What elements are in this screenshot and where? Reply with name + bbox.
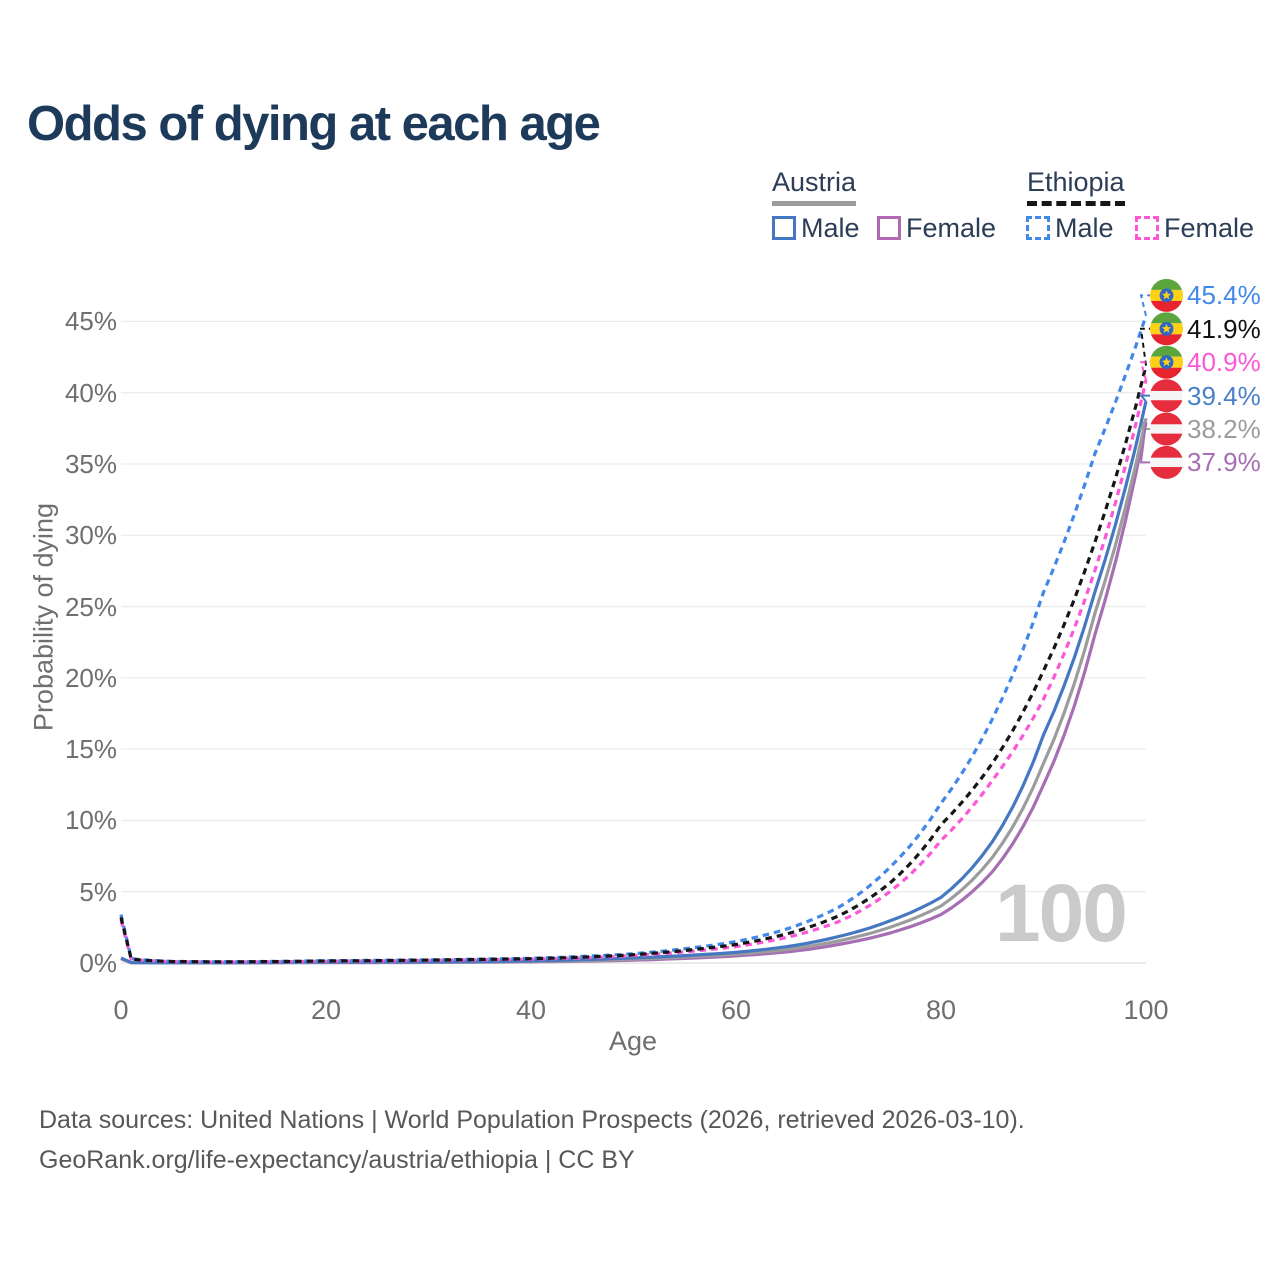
curve-ethiopia-all[interactable] bbox=[119, 365, 1148, 964]
x-tick-label: 80 bbox=[925, 995, 957, 1025]
ethiopia-flag-icon bbox=[1150, 312, 1183, 346]
legend-item-ethiopia-male[interactable]: Male bbox=[1026, 213, 1114, 243]
austria-flag-icon bbox=[1150, 412, 1183, 446]
x-tick-label: 40 bbox=[515, 995, 547, 1025]
y-tick-label: 5% bbox=[79, 876, 117, 907]
legend-item-ethiopia-female[interactable]: Female bbox=[1135, 213, 1254, 243]
end-label-austria-male: 39.4% bbox=[1187, 380, 1261, 411]
end-label-austria-female: 37.9% bbox=[1187, 447, 1261, 478]
y-tick-label: 25% bbox=[64, 591, 117, 622]
legend-item-austria-female[interactable]: Female bbox=[877, 213, 996, 243]
age-watermark: 100 bbox=[995, 868, 1128, 959]
x-axis-title: Age bbox=[608, 1026, 658, 1056]
austria-flag-icon bbox=[1150, 445, 1183, 479]
austria-female-swatch-icon bbox=[877, 216, 901, 240]
y-tick-label: 15% bbox=[64, 734, 117, 765]
legend-label: Male bbox=[1055, 212, 1114, 243]
x-tick-label: 60 bbox=[720, 995, 752, 1025]
y-tick-label: 30% bbox=[64, 520, 117, 551]
legend-group-ethiopia[interactable]: Ethiopia bbox=[1027, 167, 1125, 206]
legend-label: Female bbox=[1164, 212, 1255, 243]
x-tick-label: 20 bbox=[310, 995, 342, 1025]
ethiopia-flag-icon bbox=[1150, 278, 1183, 312]
chart-title: Odds of dying at each age bbox=[27, 97, 601, 151]
leader-line-ethiopia-female bbox=[1139, 361, 1153, 381]
end-label-ethiopia-all: 41.9% bbox=[1187, 313, 1261, 344]
legend-item-austria-male[interactable]: Male bbox=[772, 213, 860, 243]
austria-flag-icon bbox=[1150, 379, 1183, 413]
x-tick-label: 100 bbox=[1123, 995, 1169, 1025]
y-tick-label: 45% bbox=[64, 306, 117, 337]
attribution-note: GeoRank.org/life-expectancy/austria/ethi… bbox=[39, 1146, 635, 1174]
y-tick-label: 0% bbox=[79, 948, 117, 978]
y-tick-label: 10% bbox=[64, 805, 117, 836]
data-sources-note: Data sources: United Nations | World Pop… bbox=[39, 1106, 1025, 1134]
end-label-ethiopia-male: 45.4% bbox=[1187, 280, 1261, 311]
y-axis-title: Probability of dying bbox=[28, 502, 59, 732]
y-tick-label: 20% bbox=[64, 662, 117, 693]
leader-line-ethiopia-all bbox=[1139, 327, 1153, 366]
ethiopia-female-swatch-icon bbox=[1135, 216, 1159, 240]
plot-area[interactable] bbox=[121, 291, 1146, 963]
x-tick-label: 0 bbox=[113, 995, 129, 1025]
end-label-austria-all: 38.2% bbox=[1187, 414, 1261, 444]
leader-line-austria-all bbox=[1139, 417, 1153, 430]
ethiopia-male-swatch-icon bbox=[1026, 216, 1050, 240]
legend-label: Male bbox=[801, 212, 860, 243]
leader-line-ethiopia-male bbox=[1139, 294, 1153, 316]
ethiopia-flag-icon bbox=[1150, 345, 1183, 379]
austria-male-swatch-icon bbox=[772, 216, 796, 240]
legend-label: Female bbox=[906, 212, 997, 243]
leader-line-austria-male bbox=[1138, 394, 1153, 402]
y-tick-label: 40% bbox=[64, 377, 117, 408]
end-label-ethiopia-female: 40.9% bbox=[1187, 347, 1261, 378]
leader-line-austria-female bbox=[1139, 422, 1153, 464]
curve-ethiopia-male[interactable] bbox=[119, 315, 1148, 964]
legend-group-austria[interactable]: Austria bbox=[772, 167, 857, 206]
y-tick-label: 35% bbox=[64, 448, 117, 479]
